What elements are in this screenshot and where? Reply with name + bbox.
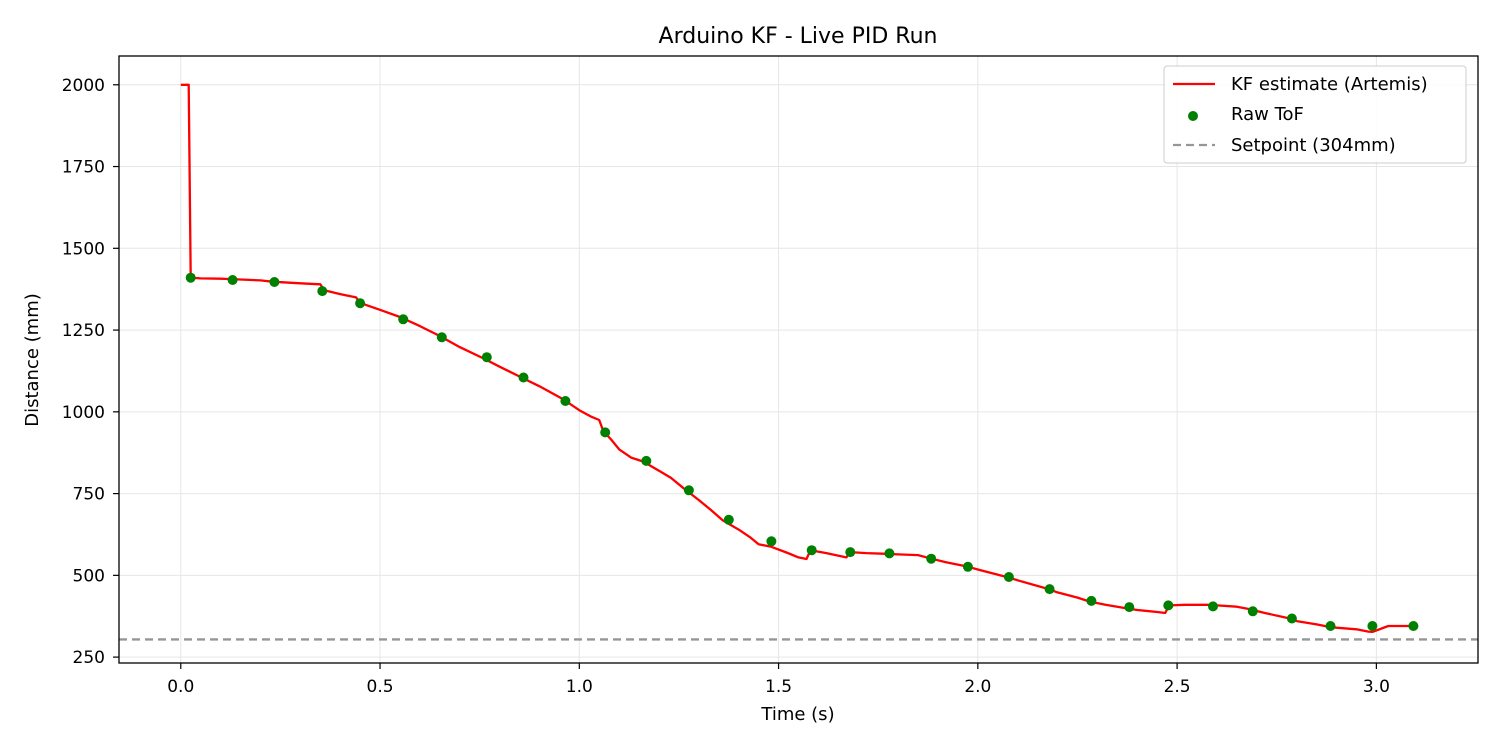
y-axis-title: Distance (mm) [22,293,43,427]
raw-tof-point [962,561,973,572]
raw-tof-point [269,277,280,287]
raw-tof-point [806,545,817,556]
y-tick-label: 1750 [62,158,105,178]
y-tick-label: 250 [73,648,105,668]
raw-tof-point [1003,572,1014,582]
x-tick-label: 3.0 [1363,677,1390,697]
legend: KF estimate (Artemis) Raw ToF Setpoint (… [1163,65,1467,164]
chart-title: Arduino KF - Live PID Run [659,24,938,49]
raw-tof-point [436,332,447,343]
raw-tof-point [227,275,238,285]
axis-ticks: 0.0 0.5 1.0 1.5 2.0 2.5 3.0 250 500 750 1000 1250 15… [62,76,1390,697]
raw-tof-point [683,485,694,496]
raw-tof-point [1124,602,1135,613]
y-tick-label: 500 [73,566,105,586]
legend-kf-label: KF estimate (Artemis) [1231,74,1428,95]
raw-tof-point [518,372,529,383]
raw-tof-point [884,548,895,559]
raw-tof-point [1367,621,1378,631]
raw-tof-point [1208,601,1218,612]
plot-frame [118,55,1479,664]
raw-tof-point [317,286,328,297]
raw-tof-point [398,314,409,325]
raw-tof-point [926,553,937,564]
raw-tof-point [1044,584,1055,595]
raw-tof-point [185,272,196,283]
y-tick-label: 750 [73,485,105,505]
raw-tof-point [355,298,366,309]
x-tick-label: 2.0 [964,677,991,697]
raw-tof-point [481,352,492,363]
raw-tof-point [1163,600,1174,611]
legend-raw-tof-label: Raw ToF [1231,104,1304,125]
raw-tof-point [1247,606,1258,617]
gridlines [119,56,1478,663]
x-tick-label: 1.0 [566,677,593,697]
x-axis-title: Time (s) [760,704,834,725]
raw-tof-point [560,396,571,406]
y-tick-label: 1500 [62,239,105,259]
y-tick-label: 1000 [62,403,105,423]
raw-tof-point [723,514,734,525]
raw-tof-point [1286,613,1297,624]
plot-series [119,83,1478,641]
x-tick-label: 0.0 [167,677,194,697]
raw-tof-point [845,547,856,558]
y-tick-label: 1250 [62,321,105,341]
raw-tof-point [1325,621,1336,631]
raw-tof-point [766,536,777,547]
x-tick-label: 0.5 [367,677,394,697]
y-tick-label: 2000 [62,76,105,96]
legend-box [1163,65,1467,164]
raw-tof-point [600,427,611,438]
raw-tof-point [641,455,652,466]
raw-tof-point [1408,621,1419,631]
legend-setpoint-label: Setpoint (304mm) [1231,135,1396,156]
raw-tof-point [1086,595,1097,606]
legend-raw-tof-swatch [1188,111,1198,121]
x-tick-label: 1.5 [765,677,792,697]
x-tick-label: 2.5 [1164,677,1191,697]
